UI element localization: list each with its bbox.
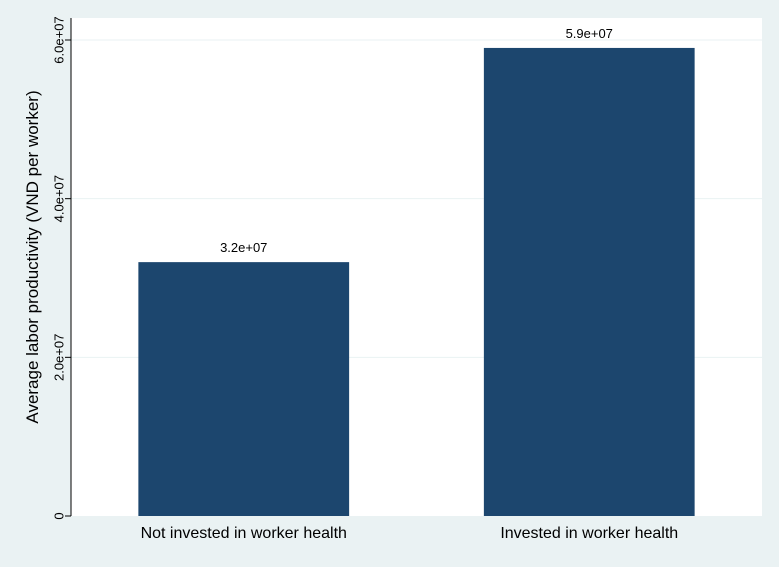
y-tick-label: 6.0e+07 — [52, 16, 67, 63]
y-ticks: 0 2.0e+07 4.0e+07 6.0e+07 — [52, 16, 71, 520]
x-category-label: Not invested in worker health — [141, 525, 347, 542]
bar-value-label: 5.9e+07 — [566, 26, 613, 41]
y-axis-title: Average labor productivity (VND per work… — [23, 90, 42, 423]
y-tick-label: 4.0e+07 — [52, 175, 67, 222]
bar — [138, 262, 350, 516]
data-labels: 3.2e+07 5.9e+07 — [220, 26, 613, 255]
y-tick-label: 0 — [52, 512, 67, 519]
y-tick-label: 2.0e+07 — [52, 334, 67, 381]
bar-value-label: 3.2e+07 — [220, 240, 267, 255]
x-category-label: Invested in worker health — [500, 525, 678, 542]
x-axis-category-labels: Not invested in worker health Invested in… — [141, 525, 679, 542]
bar — [483, 47, 695, 516]
bars — [138, 47, 695, 516]
